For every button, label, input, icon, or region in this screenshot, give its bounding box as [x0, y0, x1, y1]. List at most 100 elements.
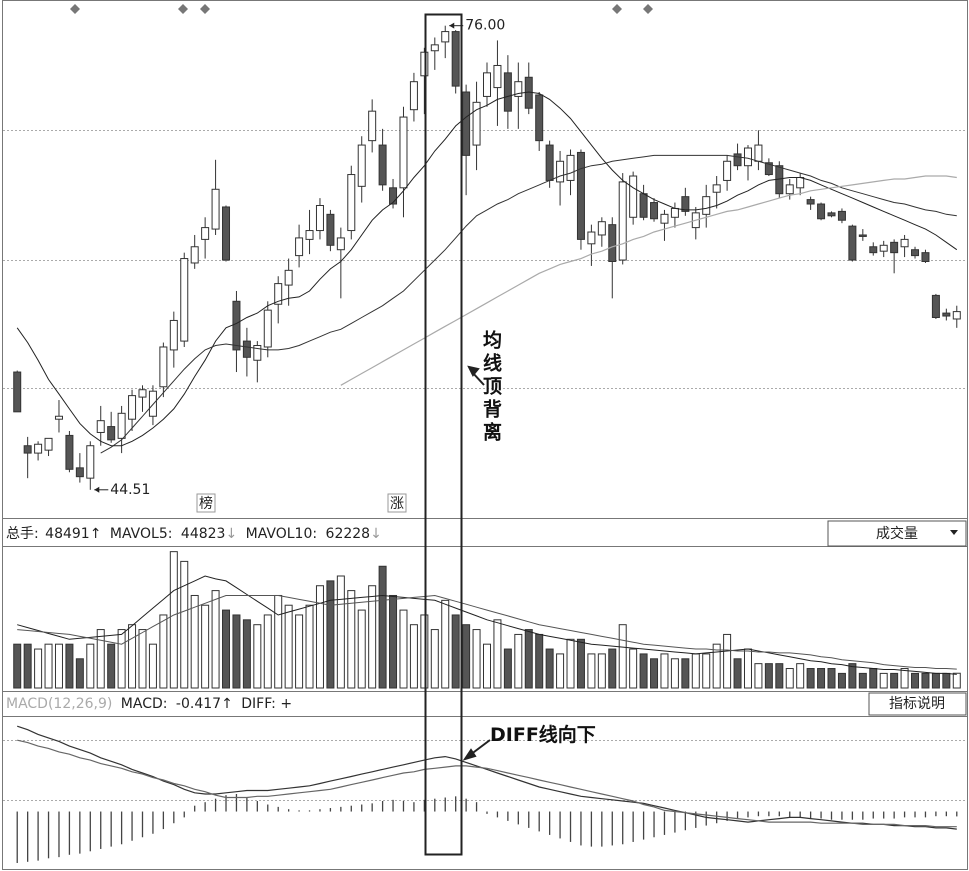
- event-marker: [70, 4, 80, 14]
- event-marker: [178, 4, 188, 14]
- volume-bar: [399, 609, 408, 689]
- candle-body: [639, 193, 648, 218]
- candle-body: [848, 225, 857, 261]
- candle-body: [764, 162, 773, 176]
- volume-bar: [681, 658, 690, 689]
- volume-bar: [608, 648, 617, 689]
- volume-bar: [670, 658, 679, 689]
- volume-bar: [420, 614, 429, 689]
- candle-body: [879, 244, 888, 252]
- volume-header: 总手: 48491↑ MAVOL5: 44823↓ MAVOL10: 62228…: [6, 526, 382, 542]
- legend-sep: :: [312, 526, 317, 542]
- candle-body: [86, 445, 95, 479]
- volume-bar: [691, 653, 700, 689]
- candle-body: [44, 437, 53, 451]
- volume-bar: [817, 668, 826, 689]
- volume-bar: [75, 658, 84, 689]
- line-series: [340, 175, 957, 386]
- header-arrow: ↑: [90, 526, 102, 542]
- candle-body: [420, 51, 429, 77]
- candle-body: [378, 144, 387, 186]
- volume-bar: [869, 668, 878, 689]
- candle-body: [138, 389, 147, 398]
- line-series: [100, 154, 957, 454]
- volume-bar: [148, 643, 157, 689]
- candle-body: [128, 395, 137, 420]
- legend-name: MAVOL5: [110, 526, 168, 542]
- line-series: [16, 91, 958, 447]
- dropdown-label[interactable]: 成交量: [876, 525, 918, 542]
- volume-bar: [441, 599, 450, 689]
- volume-bar: [409, 624, 418, 689]
- help-button[interactable]: [868, 692, 967, 716]
- volume-bar: [931, 672, 940, 689]
- volume-bar: [660, 653, 669, 689]
- volume-bar: [639, 653, 648, 689]
- volume-bar: [263, 614, 272, 689]
- tag-label: 榜: [199, 495, 213, 512]
- candle-body: [493, 64, 502, 89]
- dropdown-arrow[interactable]: [950, 530, 958, 535]
- candle-body: [430, 44, 439, 52]
- tag-label: 涨: [390, 496, 404, 512]
- diff-note: DIFF线向下: [490, 724, 596, 746]
- volume-bar: [336, 575, 345, 689]
- candle-body: [242, 340, 251, 358]
- volume-bar: [514, 633, 523, 689]
- highlight-box: [424, 13, 463, 856]
- candle-body: [837, 210, 846, 221]
- volume-bar: [274, 594, 283, 689]
- volume-bar: [347, 590, 356, 689]
- volume-bar: [44, 643, 53, 689]
- candle-body: [587, 231, 596, 245]
- volume-bar: [900, 668, 909, 689]
- indicator-dropdown[interactable]: [827, 520, 967, 547]
- plot: 76.00 44.51: [13, 18, 961, 863]
- volume-bar: [483, 643, 491, 689]
- candle-body: [712, 184, 721, 193]
- legend-value: 62228: [326, 526, 371, 542]
- volume-bar: [368, 585, 377, 689]
- extreme-label: 44.51: [110, 482, 150, 498]
- volume-bar: [242, 619, 251, 689]
- volume-bar: [222, 609, 231, 689]
- candle-body: [190, 246, 199, 264]
- candle-body: [650, 202, 659, 220]
- legend-sep: :: [168, 526, 173, 542]
- help-button-label[interactable]: 指标说明: [889, 696, 945, 712]
- tag-box: [387, 493, 407, 513]
- volume-bar: [775, 663, 784, 689]
- candle-body: [211, 188, 220, 230]
- tag-box: [196, 493, 216, 513]
- candle-body: [785, 184, 794, 195]
- arrow-head: [462, 748, 477, 761]
- volume-bar: [159, 614, 168, 689]
- candle-body: [733, 153, 742, 167]
- candle-body: [75, 467, 84, 478]
- candle-body: [451, 31, 460, 87]
- extreme-label: 76.00: [465, 18, 505, 34]
- candle-body: [556, 160, 565, 183]
- event-markers: [70, 4, 653, 14]
- candle-body: [65, 434, 74, 470]
- volume-bar: [462, 624, 471, 689]
- candle-body: [180, 258, 189, 342]
- event-marker: [200, 4, 210, 14]
- volume-bar: [128, 624, 137, 689]
- candle-body: [827, 212, 836, 217]
- candle-body: [326, 213, 335, 246]
- arrow-head: [94, 486, 100, 493]
- volume-bar: [86, 643, 95, 689]
- candle-body: [723, 160, 732, 181]
- volume-bar: [180, 560, 189, 689]
- volume-bar: [848, 663, 857, 689]
- volume-bar: [942, 672, 951, 689]
- volume-bar: [378, 565, 387, 689]
- volume-bar: [472, 629, 481, 689]
- volume-bar: [587, 653, 596, 689]
- volume-bar: [597, 653, 606, 689]
- candle-body: [796, 176, 805, 189]
- candle-body: [305, 230, 314, 240]
- candle-body: [681, 196, 690, 212]
